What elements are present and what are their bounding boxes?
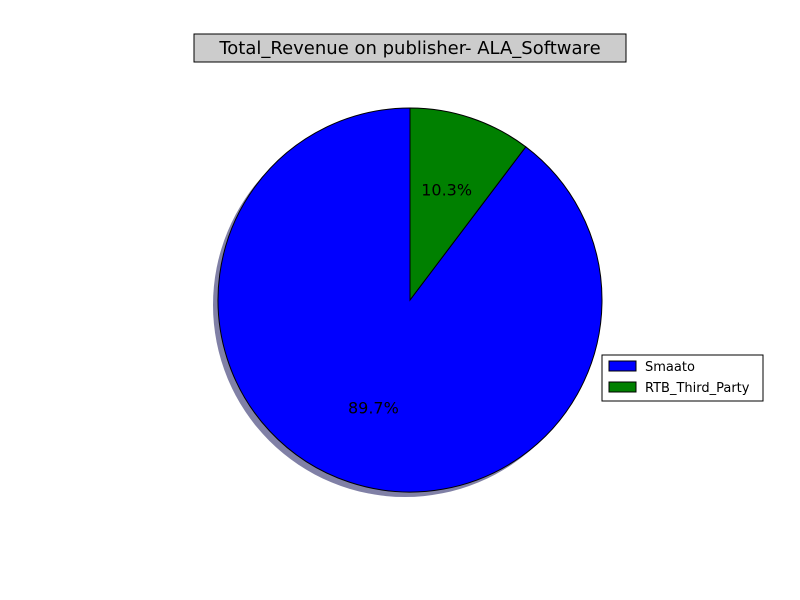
chart-title-box <box>193 33 627 63</box>
pie-slice-rtb-third-party <box>409 107 527 302</box>
legend-swatch-rtb-third-party <box>608 381 637 393</box>
pie-percent-labels: 89.7% 10.3% <box>348 180 472 417</box>
legend-label-rtb-third-party: RTB_Third_Party <box>645 381 750 396</box>
legend-swatch-smaato <box>608 360 637 372</box>
pie-label-smaato: 89.7% <box>348 399 399 418</box>
legend: Smaato RTB_Third_Party <box>601 354 764 402</box>
legend-label-smaato: Smaato <box>645 360 695 375</box>
pie-label-rtb-third-party: 10.3% <box>421 180 472 199</box>
chart-title: Total_Revenue on publisher- ALA_Software <box>193 33 627 63</box>
chart-title-text: Total_Revenue on publisher- ALA_Software <box>218 38 600 59</box>
pie-slices <box>217 107 603 493</box>
